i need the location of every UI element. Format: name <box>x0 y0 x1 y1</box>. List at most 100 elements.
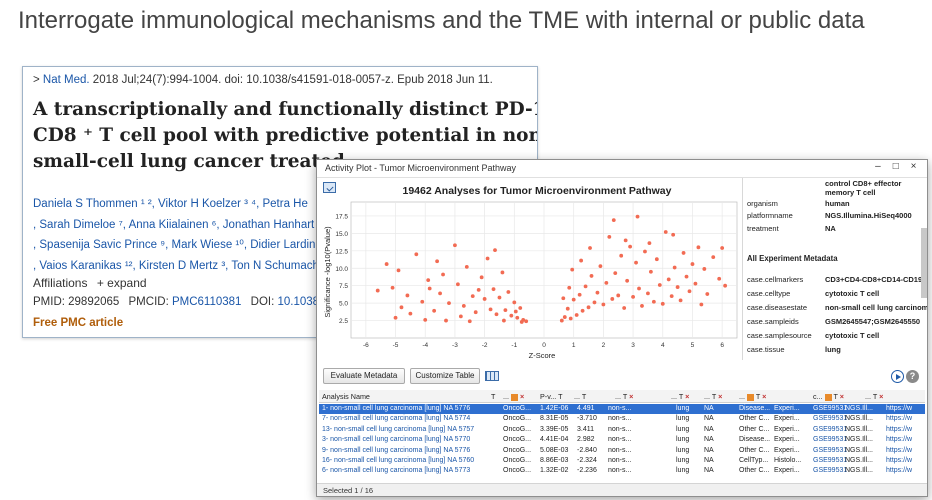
table-cell-c5: NA <box>704 415 714 423</box>
close-button[interactable]: × <box>910 161 917 172</box>
column-filter: T <box>678 392 684 401</box>
minimize-button[interactable]: – <box>875 161 881 172</box>
column-header[interactable]: ... × <box>503 392 524 401</box>
table-row[interactable]: 13- non-small cell lung carcinoma [lung]… <box>319 425 925 435</box>
table-cell-c10[interactable]: https://w <box>886 405 913 412</box>
clear-filter-icon[interactable]: × <box>762 392 767 401</box>
citation-details: 2018 Jul;24(7):994-1004. doi: 10.1038/s4… <box>92 74 493 86</box>
pmcid-link[interactable]: PMC6110381 <box>171 296 242 308</box>
data-point <box>565 306 570 311</box>
doi-link[interactable]: 10.1038/s <box>277 296 329 308</box>
table-cell-c10[interactable]: https://w <box>886 446 913 454</box>
table-cell-c10[interactable]: https://w <box>886 467 913 475</box>
data-point <box>623 238 628 243</box>
column-header[interactable]: c... T × <box>813 392 844 401</box>
metadata-value: non-small cell lung carcinom <box>825 303 928 312</box>
table-cell-c4: lung <box>676 415 690 423</box>
evaluate-metadata-button[interactable]: Evaluate Metadata <box>323 368 405 384</box>
clear-filter-icon[interactable]: × <box>629 392 634 401</box>
table-row[interactable]: 3- non-small cell lung carcinoma [lung] … <box>319 435 925 445</box>
data-point <box>384 262 389 266</box>
data-point <box>470 294 475 299</box>
column-header[interactable]: ... T × <box>739 392 766 401</box>
table-row[interactable]: 16- non-small cell lung carcinoma [lung]… <box>319 456 925 466</box>
author-line[interactable]: , Sarah Dimeloe ⁷, Anna Kiialainen ⁶, Jo… <box>33 218 315 231</box>
data-point <box>458 314 463 319</box>
table-cell-name[interactable]: 1- non-small cell lung carcinoma [lung] … <box>322 405 471 412</box>
column-filter: T <box>581 392 587 401</box>
table-cell-geo[interactable]: GSE99531 <box>813 467 848 475</box>
chart-title: 19462 Analyses for Tumor Microenvironmen… <box>402 185 671 197</box>
data-point <box>720 246 725 250</box>
metadata-key: organism <box>747 199 778 208</box>
table-row[interactable]: 9- non-small cell lung carcinoma [lung] … <box>319 446 925 456</box>
author-line[interactable]: , Vaios Karanikas ¹², Kirsten D Mertz ³,… <box>33 259 319 272</box>
table-cell-c4: lung <box>676 467 690 475</box>
column-header[interactable]: ... T × <box>671 392 689 401</box>
author-line[interactable]: Daniela S Thommen ¹ ², Viktor H Koelzer … <box>33 198 308 210</box>
free-pmc-article-link[interactable]: Free PMC article <box>33 317 124 329</box>
table-cell-c10[interactable]: https://w <box>886 457 913 464</box>
table-row[interactable]: 1- non-small cell lung carcinoma [lung] … <box>319 404 925 414</box>
table-cell-c10[interactable]: https://w <box>886 425 913 433</box>
data-point <box>693 281 698 286</box>
table-cell-p: 4.41E-04 <box>540 436 569 444</box>
volcano-scatter-chart[interactable]: 19462 Analyses for Tumor Microenvironmen… <box>319 180 739 360</box>
table-cell-geo[interactable]: GSE99531 <box>813 457 848 464</box>
column-header-pvalue[interactable]: P-v... T <box>540 392 563 401</box>
column-header-label: c... <box>813 392 823 401</box>
data-point <box>518 306 523 310</box>
y-tick-label: 2.5 <box>339 318 348 325</box>
column-header[interactable]: ... T × <box>704 392 722 401</box>
data-point <box>613 271 618 276</box>
data-point <box>500 270 505 275</box>
data-point <box>503 308 508 313</box>
clear-filter-icon[interactable]: × <box>685 392 690 401</box>
table-cell-c10[interactable]: https://w <box>886 436 913 444</box>
data-point <box>588 246 592 250</box>
table-cell-c4: lung <box>676 405 690 412</box>
metadata-key: case.cellmarkers <box>747 275 804 284</box>
table-cell-name[interactable]: 7- non-small cell lung carcinoma [lung] … <box>322 415 471 423</box>
table-cell-name[interactable]: 16- non-small cell lung carcinoma [lung]… <box>322 457 475 464</box>
table-cell-geo[interactable]: GSE99531 <box>813 415 848 423</box>
export-plot-icon[interactable] <box>323 182 336 193</box>
data-point <box>651 299 656 304</box>
table-cell-c10[interactable]: https://w <box>886 415 913 423</box>
column-header[interactable]: ... T <box>574 392 586 401</box>
citation-chevron: > <box>33 74 40 86</box>
data-point <box>628 244 633 249</box>
maximize-button[interactable]: □ <box>892 161 899 172</box>
table-cell-geo[interactable]: GSE99531 <box>813 405 848 412</box>
help-icon[interactable]: ? <box>906 370 919 383</box>
column-header[interactable]: T <box>491 392 495 401</box>
data-point <box>586 305 591 310</box>
table-cell-geo[interactable]: GSE99531 <box>813 436 848 444</box>
metadata-scrollbar[interactable] <box>921 228 927 298</box>
table-cell-geo[interactable]: GSE99531 <box>813 425 848 433</box>
column-header[interactable]: ... T × <box>865 392 883 401</box>
table-cell-name[interactable]: 6- non-small cell lung carcinoma [lung] … <box>322 467 471 475</box>
table-cell-src: OncoG... <box>503 436 532 444</box>
data-point <box>696 245 701 250</box>
table-row[interactable]: 7- non-small cell lung carcinoma [lung] … <box>319 414 925 424</box>
play-icon[interactable] <box>891 370 904 383</box>
table-cell-name[interactable]: 9- non-small cell lung carcinoma [lung] … <box>322 446 471 454</box>
author-line[interactable]: , Spasenija Savic Prince ⁹, Mark Wiese ¹… <box>33 239 322 251</box>
customize-table-button[interactable]: Customize Table <box>410 368 480 384</box>
table-cell-geo[interactable]: GSE99531 <box>813 446 848 454</box>
column-header-analysis-name[interactable]: Analysis Name <box>322 392 370 401</box>
clear-filter-icon[interactable]: × <box>839 392 844 401</box>
data-point <box>622 306 627 310</box>
clear-filter-icon[interactable]: × <box>879 392 884 401</box>
expand-affiliations-button[interactable]: + expand <box>96 276 147 290</box>
table-columns-icon[interactable] <box>485 371 499 381</box>
column-header[interactable]: ... T × <box>615 392 633 401</box>
table-cell-name[interactable]: 3- non-small cell lung carcinoma [lung] … <box>322 436 471 444</box>
table-row[interactable]: 6- non-small cell lung carcinoma [lung] … <box>319 466 925 476</box>
journal-link[interactable]: Nat Med. <box>42 74 90 86</box>
clear-filter-icon[interactable]: × <box>520 392 525 401</box>
table-cell-name[interactable]: 13- non-small cell lung carcinoma [lung]… <box>322 425 475 433</box>
data-point <box>723 283 728 288</box>
clear-filter-icon[interactable]: × <box>718 392 723 401</box>
